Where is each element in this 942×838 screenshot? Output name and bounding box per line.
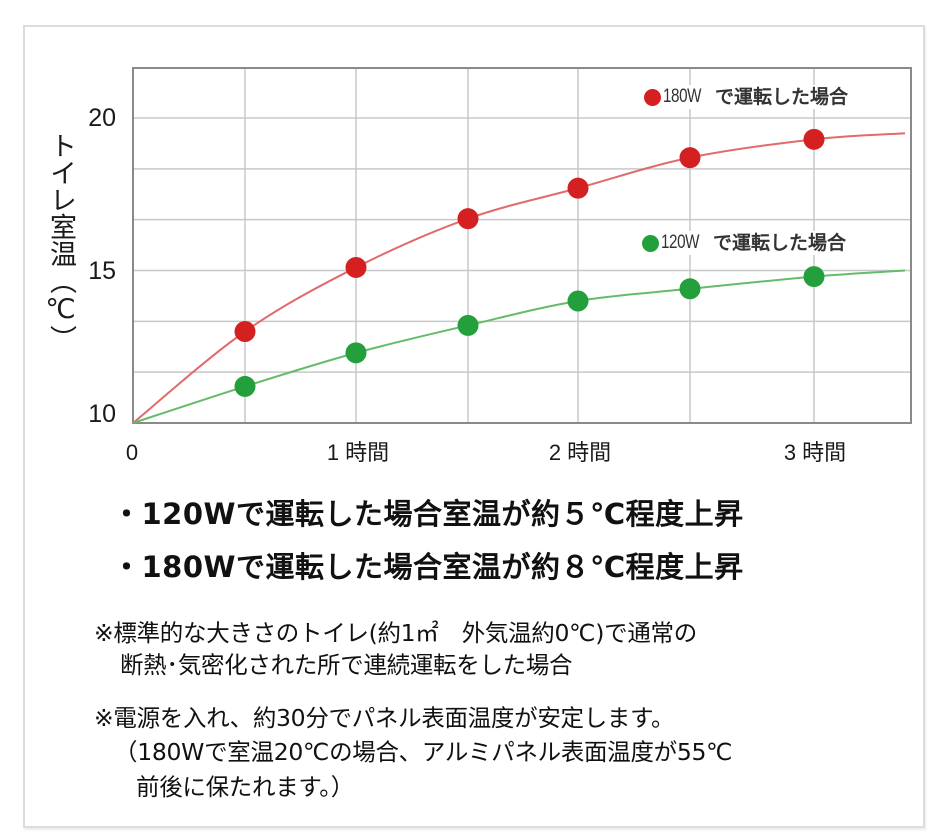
x-tick-2h: 2 時間 xyxy=(548,440,612,465)
note-2-line-2: （180Wで室温20℃の場合、アルミパネル表面温度が55℃ xyxy=(114,738,733,766)
chart-grid xyxy=(133,68,911,423)
note-1-line-1: ※標準的な大きさのトイレ(約1㎡ 外気温約0℃)で通常の xyxy=(94,619,697,647)
data-point-180w xyxy=(345,256,367,278)
data-point-180w xyxy=(457,208,479,230)
y-tick-15: 15 xyxy=(88,257,116,285)
data-point-180w xyxy=(234,321,256,342)
summary-180w: ・180Wで運転した場合室温が約８℃程度上昇 xyxy=(112,550,744,584)
data-point-120w xyxy=(345,342,367,364)
y-tick-10: 10 xyxy=(88,400,116,428)
series-120w-line xyxy=(132,269,906,424)
x-tick-1h: 1 時間 xyxy=(326,440,390,465)
series-points xyxy=(234,128,825,397)
data-point-120w xyxy=(803,266,825,288)
data-point-180w xyxy=(567,177,589,199)
data-point-120w xyxy=(457,314,479,336)
data-point-120w xyxy=(679,278,701,300)
y-tick-20: 20 xyxy=(88,104,116,132)
data-point-120w xyxy=(567,290,589,312)
data-point-120w xyxy=(234,375,256,397)
note-2-line-1: ※電源を入れ、約30分でパネル表面温度が安定します。 xyxy=(94,704,675,732)
plot-area-border xyxy=(132,67,912,424)
green-dot-icon xyxy=(642,234,659,252)
red-dot-icon xyxy=(644,88,661,106)
legend-item-180w: 180W で運転した場合 xyxy=(644,85,851,109)
data-point-180w xyxy=(803,128,825,150)
y-axis-title: トイレ室温（℃） xyxy=(45,132,76,352)
line-chart xyxy=(132,67,912,424)
legend-item-120w: 120W で運転した場合 xyxy=(642,231,849,255)
x-tick-3h: 3 時間 xyxy=(783,440,847,465)
x-tick-0: 0 xyxy=(125,440,139,465)
chart-card xyxy=(23,25,925,828)
note-2-line-3: 前後に保たれます。） xyxy=(136,773,354,801)
note-1-line-2: 断熱･気密化された所で連続運転をした場合 xyxy=(120,651,573,679)
data-point-180w xyxy=(679,147,701,169)
summary-120w: ・120Wで運転した場合室温が約５℃程度上昇 xyxy=(112,497,744,531)
